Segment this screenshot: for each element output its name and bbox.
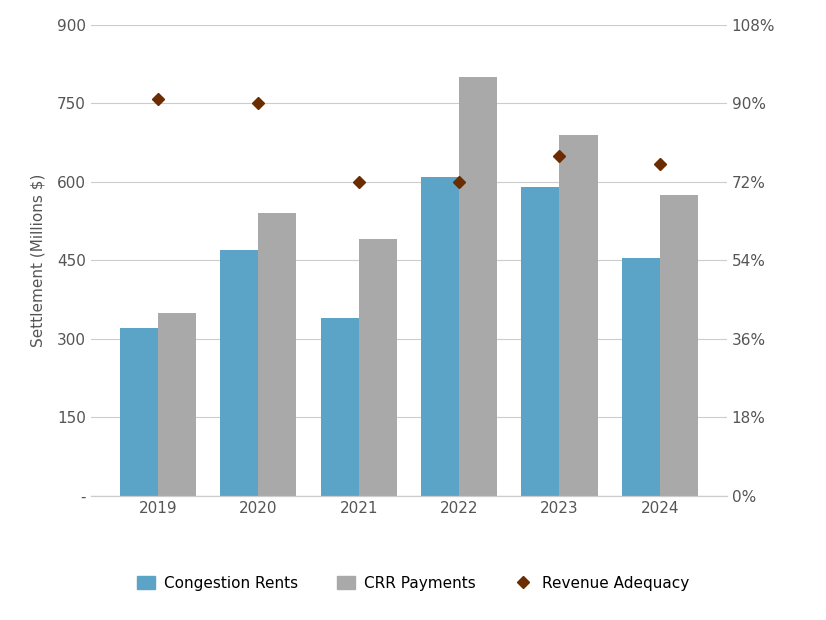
Revenue Adequacy (554, 152, 564, 159)
Bar (259, 213, 297, 496)
Line: Revenue Adequacy: Revenue Adequacy (154, 95, 664, 186)
Bar (459, 77, 497, 496)
Bar (320, 318, 358, 496)
Bar (158, 312, 196, 496)
Bar (559, 135, 597, 496)
Bar (221, 250, 259, 496)
Revenue Adequacy (655, 161, 665, 168)
Bar (521, 187, 559, 496)
Bar (421, 177, 459, 496)
Revenue Adequacy (153, 95, 163, 103)
Revenue Adequacy (254, 100, 263, 107)
Revenue Adequacy (354, 178, 363, 185)
Bar (120, 329, 158, 496)
Legend: Congestion Rents, CRR Payments, Revenue Adequacy: Congestion Rents, CRR Payments, Revenue … (131, 570, 695, 597)
Revenue Adequacy (454, 178, 464, 185)
Bar (660, 195, 698, 496)
Y-axis label: Settlement (Millions $): Settlement (Millions $) (31, 174, 46, 347)
Bar (622, 258, 660, 496)
Bar (358, 239, 396, 496)
